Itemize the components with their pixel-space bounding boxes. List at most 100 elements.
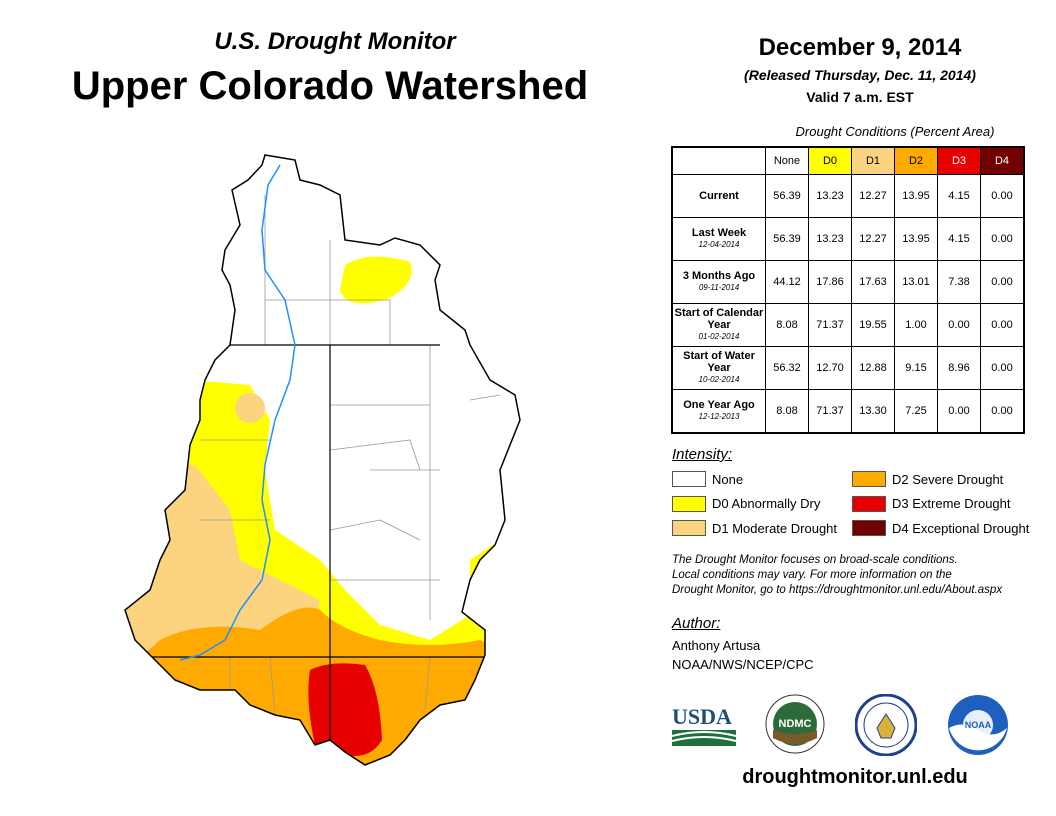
row-label: Start of Water Year 10-02-2014: [671, 346, 766, 390]
row-date: 10-02-2014: [698, 375, 740, 384]
map-date: December 9, 2014: [758, 34, 962, 61]
legend-label: None: [712, 471, 744, 487]
legend-swatch: [852, 520, 886, 536]
author-org: NOAA/NWS/NCEP/CPC: [672, 657, 814, 672]
legend-label: D4 Exceptional Drought: [892, 520, 1030, 536]
cell-none: 56.39: [765, 217, 809, 261]
cell-d4: 0.00: [980, 217, 1025, 261]
cell-d2: 13.95: [894, 174, 938, 218]
cell-d3: 8.96: [937, 346, 981, 390]
cell-none: 56.32: [765, 346, 809, 390]
d3-region: [308, 663, 382, 756]
cell-d4: 0.00: [980, 389, 1025, 434]
row-label: Last Week 12-04-2014: [671, 217, 766, 261]
commerce-seal-logo: [855, 694, 917, 756]
cell-d2: 7.25: [894, 389, 938, 434]
valid-time: Valid 7 a.m. EST: [806, 89, 914, 105]
col-d0: D0: [808, 146, 852, 175]
legend-item: D2 Severe Drought: [852, 471, 1003, 487]
row-date: 12-04-2014: [698, 240, 740, 249]
table-row: Start of Calendar Year 01-02-2014 8.08 71.3…: [671, 303, 1025, 347]
table-header-row: None D0 D1 D2 D3 D4: [672, 146, 1025, 175]
cell-d1: 12.27: [851, 174, 895, 218]
d0-region-north: [340, 256, 412, 304]
cell-d4: 0.00: [980, 346, 1025, 390]
cell-d4: 0.00: [980, 174, 1025, 218]
row-label-text: 3 Months Ago: [682, 270, 756, 282]
cell-none: 56.39: [765, 174, 809, 218]
row-label: 3 Months Ago 09-11-2014: [671, 260, 766, 304]
colorado-river: [179, 164, 296, 661]
drought-conditions-table: None D0 D1 D2 D3 D4 Current 56.39 13.23 12.…: [671, 146, 1025, 434]
cell-d2: 1.00: [894, 303, 938, 347]
cell-d4: 0.00: [980, 260, 1025, 304]
legend-swatch: [672, 520, 706, 536]
row-date: 12-12-2013: [698, 412, 740, 421]
noaa-logo: NOAA: [948, 695, 1008, 755]
legend-swatch: [672, 471, 706, 487]
cell-d2: 9.15: [894, 346, 938, 390]
legend-label: D3 Extreme Drought: [892, 496, 1011, 511]
cell-d1: 19.55: [851, 303, 895, 347]
legend-item: D0 Abnormally Dry: [672, 495, 821, 512]
legend-label: D2 Severe Drought: [892, 471, 1004, 487]
page-title: Upper Colorado Watershed: [71, 64, 589, 108]
row-date: 09-11-2014: [698, 283, 740, 292]
header-blank: [672, 147, 766, 175]
cell-none: 44.12: [765, 260, 809, 304]
ndmc-logo-text: NDMC: [779, 718, 812, 730]
col-d4: D4: [980, 146, 1025, 175]
table-row: Current 56.39 13.23 12.27 13.95 4.15 0.00: [671, 174, 1025, 218]
website-url[interactable]: droughtmonitor.unl.edu: [742, 766, 968, 788]
cell-d3: 0.00: [937, 389, 981, 434]
legend-item: D4 Exceptional Drought: [852, 520, 1029, 536]
ndmc-logo: NDMC: [765, 694, 825, 754]
cell-none: 8.08: [765, 303, 809, 347]
cell-d3: 4.15: [937, 217, 981, 261]
row-label: One Year Ago 12-12-2013: [671, 389, 766, 434]
row-label-text: Last Week: [691, 227, 747, 239]
row-label-text: Start of Calendar Year: [674, 307, 764, 331]
cell-d1: 13.30: [851, 389, 895, 434]
col-none: None: [765, 146, 809, 175]
legend-item: None: [672, 471, 743, 487]
subtitle: U.S. Drought Monitor: [214, 28, 456, 55]
cell-d4: 0.00: [980, 303, 1025, 347]
cell-d2: 13.95: [894, 217, 938, 261]
cell-d0: 71.37: [808, 303, 852, 347]
note-line: The Drought Monitor focuses on broad-sca…: [672, 554, 958, 566]
cell-d0: 12.70: [808, 346, 852, 390]
legend-item: D1 Moderate Drought: [672, 520, 837, 536]
row-label: Current: [671, 174, 766, 218]
cell-d2: 13.01: [894, 260, 938, 304]
table-row: Start of Water Year 10-02-2014 56.32 12.70 1…: [671, 346, 1025, 390]
cell-d0: 13.23: [808, 174, 852, 218]
row-date: 01-02-2014: [698, 332, 740, 341]
legend-item: D3 Extreme Drought: [852, 495, 1011, 512]
legend-swatch: [852, 471, 886, 487]
author-title: Author:: [672, 615, 721, 632]
cell-d1: 12.88: [851, 346, 895, 390]
col-d2: D2: [894, 146, 938, 175]
row-label-text: One Year Ago: [683, 399, 755, 411]
d1-spot: [235, 393, 265, 423]
cell-d3: 4.15: [937, 174, 981, 218]
cell-d1: 12.27: [851, 217, 895, 261]
usda-logo-text: USDA: [672, 704, 732, 729]
release-date: (Released Thursday, Dec. 11, 2014): [744, 67, 976, 83]
usda-logo: USDA: [671, 704, 737, 746]
note-line: Drought Monitor, go to https://droughtmo…: [672, 584, 1003, 596]
noaa-logo-text: NOAA: [965, 720, 992, 730]
legend-swatch: [672, 495, 706, 512]
cell-d0: 71.37: [808, 389, 852, 434]
legend-label: D1 Moderate Drought: [712, 520, 838, 536]
legend-swatch: [852, 495, 886, 512]
cell-d1: 17.63: [851, 260, 895, 304]
cell-d0: 13.23: [808, 217, 852, 261]
row-label-text: Start of Water Year: [683, 350, 755, 374]
legend-label: D0 Abnormally Dry: [712, 496, 821, 511]
col-d3: D3: [937, 146, 981, 175]
legend-title: Intensity:: [672, 446, 733, 463]
table-row: 3 Months Ago 09-11-2014 44.12 17.86 17.63 13.…: [671, 260, 1025, 304]
